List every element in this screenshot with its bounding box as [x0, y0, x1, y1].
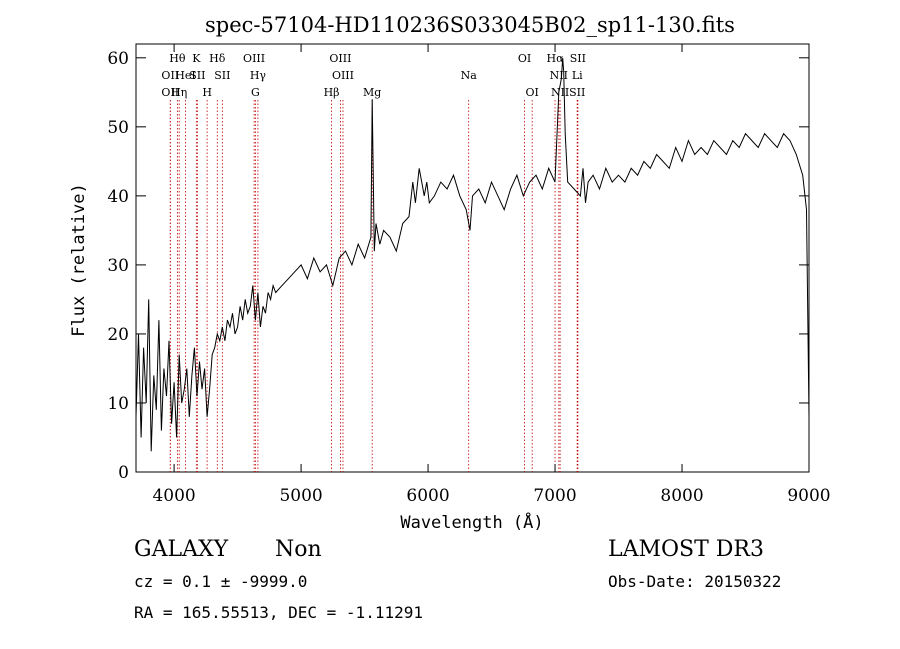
- y-tick-label: 60: [107, 49, 129, 69]
- line-marker-label: SII: [569, 86, 585, 99]
- line-marker-label: OIII: [332, 69, 354, 82]
- redshift-cz: cz = 0.1 ± -9999.0: [134, 572, 308, 591]
- y-axis-label: Flux (relative): [69, 183, 89, 337]
- y-tick-label: 30: [107, 256, 129, 276]
- y-tick-label: 20: [107, 325, 129, 345]
- line-marker-label: Hη: [171, 86, 187, 99]
- line-marker-label: Li: [572, 69, 583, 82]
- x-tick-label: 4000: [152, 486, 195, 506]
- line-marker-label: OIII: [243, 52, 265, 65]
- line-marker-label: SII: [189, 69, 205, 82]
- line-marker-label: NII: [550, 69, 568, 82]
- line-marker-label: HeI: [175, 69, 195, 82]
- spectrum-series: [135, 57, 810, 452]
- coordinates: RA = 165.55513, DEC = -1.11291: [134, 603, 423, 622]
- line-marker-label: Hβ: [324, 86, 340, 99]
- x-tick-label: 8000: [660, 486, 703, 506]
- x-tick-label: 9000: [787, 486, 830, 506]
- object-subclass: Non: [275, 537, 322, 562]
- line-marker-label: K: [192, 52, 201, 65]
- line-marker-label: Hθ: [169, 52, 186, 65]
- x-axis-label: Wavelength (Å): [400, 511, 543, 533]
- line-marker-label: OI: [525, 86, 538, 99]
- line-marker-label: G: [251, 86, 260, 99]
- line-marker-label: Na: [461, 69, 478, 82]
- line-marker-label: OIII: [329, 52, 351, 65]
- line-marker-label: Hδ: [209, 52, 226, 65]
- line-marker-label: OI: [518, 52, 531, 65]
- x-tick-label: 6000: [406, 486, 449, 506]
- x-tick-label: 7000: [533, 486, 576, 506]
- axis-ticks: 4000 5000 6000 7000 8000 9000 0 10 20 30 40 50 60: [107, 44, 831, 506]
- line-marker-label: Hα: [547, 52, 565, 65]
- line-marker-label: H: [202, 86, 212, 99]
- x-tick-label: 5000: [279, 486, 322, 506]
- object-class: GALAXY: [134, 537, 229, 562]
- y-tick-label: 50: [107, 118, 129, 138]
- y-tick-label: 10: [107, 394, 129, 414]
- line-marker-label: Mg: [363, 86, 381, 99]
- spectrum-line: [135, 57, 810, 452]
- y-tick-label: 40: [107, 187, 129, 207]
- y-tick-label: 0: [118, 463, 129, 483]
- survey-name: LAMOST DR3: [608, 537, 764, 562]
- chart-title: spec-57104-HD110236S033045B02_sp11-130.f…: [205, 13, 735, 37]
- line-marker-label: Hγ: [250, 69, 267, 82]
- line-marker-label: SII: [570, 52, 586, 65]
- line-marker-label: OII: [161, 86, 179, 99]
- plot-frame: [135, 43, 810, 473]
- line-marker-label: SII: [214, 69, 230, 82]
- observation-date: Obs-Date: 20150322: [608, 572, 782, 591]
- line-marker-label: OII: [161, 69, 179, 82]
